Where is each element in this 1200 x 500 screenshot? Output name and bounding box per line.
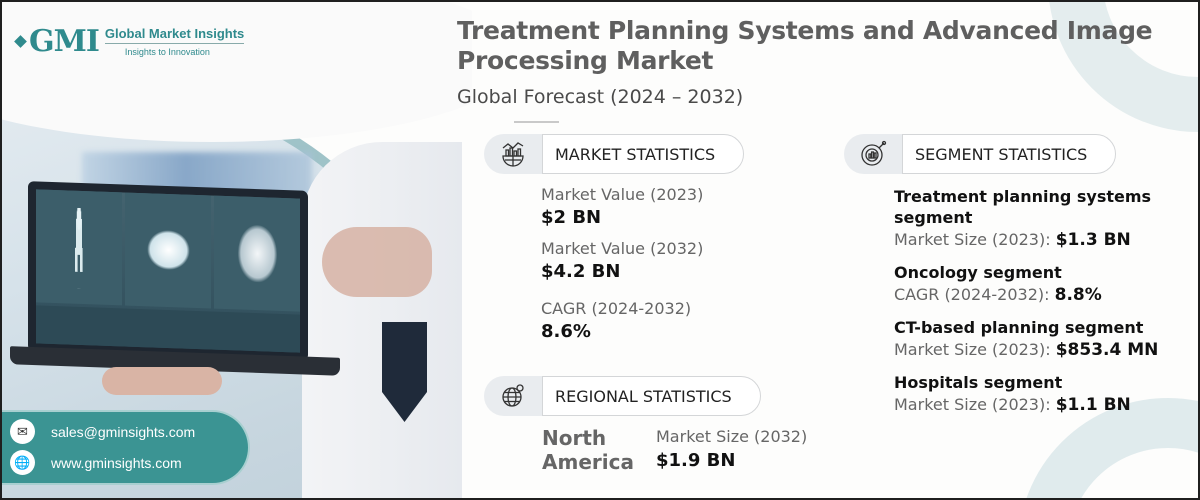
page-subtitle: Global Forecast (2024 – 2032) [457,86,744,108]
globe-pin-icon [484,376,542,416]
subtitle-divider [514,121,559,123]
screen-pane-skeleton [36,189,122,306]
brand-name: Global Market Insights [104,26,245,44]
stat-label: Market Value (2023) [541,185,704,204]
logo-diamond-icon [14,35,27,48]
market-statistics-heading: MARKET STATISTICS [542,134,745,174]
segment-item: Oncology segment CAGR (2024-2032): 8.8% [894,262,1194,308]
screen-pane-heart [214,195,300,312]
segment-statistics-heading: SEGMENT STATISTICS [902,134,1117,174]
globe-icon: 🌐 [10,450,35,475]
segment-item: Hospitals segment Market Size (2023): $1… [894,372,1194,418]
photo-top-mask [2,2,472,142]
stat-item: Market Value (2023) $2 BN [541,184,703,230]
regional-statistics-heading: REGIONAL STATISTICS [542,376,761,416]
segment-value: $853.4 MN [1055,340,1159,360]
gmi-logo: GMI Global Market Insights Insights to I… [14,24,245,59]
region-stat-value: $1.9 BN [656,450,736,471]
segment-name: Oncology segment [894,263,1062,282]
segment-name: Hospitals segment [894,373,1063,392]
segment-value: $1.1 BN [1055,395,1131,415]
target-chart-icon [844,134,902,174]
segment-value: $1.3 BN [1055,230,1131,250]
regional-statistics-header: REGIONAL STATISTICS [484,376,761,416]
segment-statistics-header: SEGMENT STATISTICS [844,134,1117,174]
contact-panel: ✉ sales@gminsights.com 🌐 www.gminsights.… [2,410,250,485]
website-link[interactable]: www.gminsights.com [51,454,182,471]
contact-email[interactable]: ✉ sales@gminsights.com [10,419,195,444]
brand-tagline: Insights to Innovation [124,47,210,57]
segment-statistics-list: Treatment planning systems segment Marke… [894,186,1194,427]
stat-label: CAGR (2024-2032) [541,299,692,318]
segment-label: CAGR (2024-2032): [894,285,1055,304]
screen-pane-data [36,305,300,353]
segment-name: CT-based planning segment [894,318,1144,337]
segment-label: Market Size (2023): [894,395,1056,414]
brain-icon [146,229,190,271]
stat-item: CAGR (2024-2032) 8.6% [541,298,703,344]
chart-globe-icon [484,134,542,174]
logo-mark-text: GMI [29,24,100,59]
holding-hand [102,367,222,395]
segment-item: CT-based planning segment Market Size (2… [894,317,1194,363]
envelope-icon: ✉ [10,419,35,444]
heart-icon [238,224,277,283]
stat-value: 8.6% [541,321,591,342]
market-statistics-header: MARKET STATISTICS [484,134,745,174]
stat-item: Market Value (2032) $4.2 BN [541,238,703,284]
market-statistics-list: Market Value (2023) $2 BN Market Value (… [541,184,703,352]
stat-value: $2 BN [541,207,602,228]
screen-pane-brain [125,192,211,309]
regional-statistics: North America Market Size (2032) $1.9 BN [542,426,807,474]
doctor-coat [302,142,462,498]
segment-name: Treatment planning systems segment [894,187,1152,227]
region-stat-label: Market Size (2032) [656,427,808,446]
segment-label: Market Size (2023): [894,340,1056,359]
doctor-hand [322,227,432,297]
stat-label: Market Value (2032) [541,239,704,258]
laptop-screen [36,189,300,353]
email-link[interactable]: sales@gminsights.com [51,423,196,440]
segment-item: Treatment planning systems segment Marke… [894,186,1194,253]
page-title: Treatment Planning Systems and Advanced … [457,16,1153,75]
segment-value: 8.8% [1054,285,1102,305]
logo-mark: GMI [14,24,100,59]
region-name: North America [542,426,634,474]
segment-label: Market Size (2023): [894,230,1056,249]
skeleton-icon [66,207,92,290]
laptop-image [28,181,308,361]
stat-value: $4.2 BN [541,261,621,282]
contact-website[interactable]: 🌐 www.gminsights.com [10,450,182,475]
